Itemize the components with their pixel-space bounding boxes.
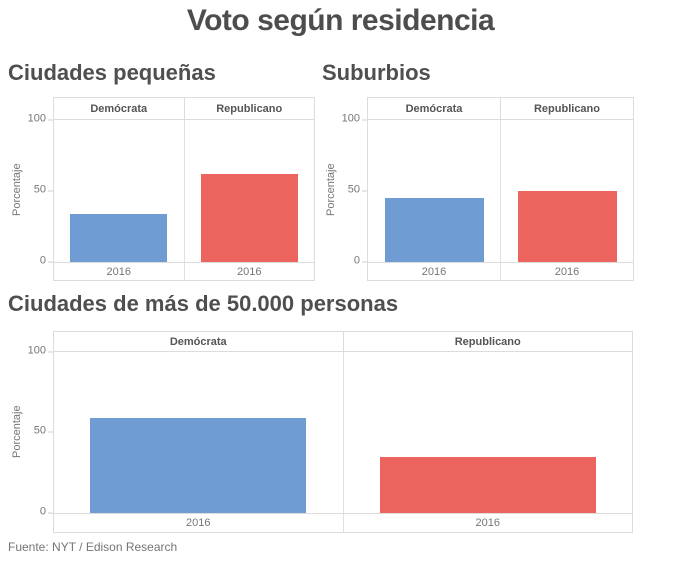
y-tick-100: 100 xyxy=(27,112,54,125)
y-axis-label: Porcentaje xyxy=(11,405,23,458)
y-axis-label: Porcentaje xyxy=(325,163,337,217)
x-axis-band: 2016 2016 xyxy=(368,262,633,280)
section-title-small-cities: Ciudades pequeñas xyxy=(8,60,216,85)
x-tick-democrat: 2016 xyxy=(106,265,131,278)
column-republican xyxy=(500,120,633,262)
column-header-democrat: Demócrata xyxy=(169,335,227,348)
bar-republican-2016[interactable] xyxy=(379,456,596,513)
section-title-big-cities: Ciudades de más de 50.000 personas xyxy=(8,291,399,316)
x-axis-band: 2016 2016 xyxy=(54,513,632,532)
page-title: Voto según residencia xyxy=(186,4,495,37)
y-tick-0: 0 xyxy=(39,505,54,518)
plot-panel: Demócrata Republicano 2016 2016 xyxy=(53,97,315,281)
x-tick-democrat: 2016 xyxy=(186,517,211,529)
column-republican xyxy=(342,352,633,513)
y-tick-50: 50 xyxy=(33,424,54,437)
section-title-suburbs: Suburbios xyxy=(322,60,431,85)
x-tick-democrat: 2016 xyxy=(421,265,447,278)
chart-small-cities: Porcentaje 100 50 0 Demócrata Republican… xyxy=(8,97,315,281)
column-headers: Demócrata Republicano xyxy=(368,98,633,120)
column-democrat xyxy=(54,352,343,513)
y-tick-100: 100 xyxy=(341,112,368,125)
x-axis-band: 2016 2016 xyxy=(54,262,314,280)
y-axis-small-cities: Porcentaje 100 50 0 xyxy=(8,97,54,281)
bar-republican-2016[interactable] xyxy=(517,191,617,262)
column-header-republican: Republicano xyxy=(342,332,633,351)
bar-democrat-2016[interactable] xyxy=(70,213,168,262)
column-header-republican: Republicano xyxy=(183,98,315,119)
y-tick-0: 0 xyxy=(353,254,368,267)
y-axis-suburbs: Porcentaje 100 50 0 xyxy=(322,97,368,281)
plot-panel: Demócrata Republicano 2016 2016 xyxy=(53,331,633,533)
source-attribution: Fuente: NYT / Edison Research xyxy=(8,540,178,554)
plot-area xyxy=(368,120,633,262)
y-tick-50: 50 xyxy=(33,183,54,196)
chart-big-cities: Porcentaje 100 50 0 Demócrata Republican… xyxy=(8,331,633,533)
plot-panel: Demócrata Republicano 2016 2016 xyxy=(367,97,634,281)
plot-area xyxy=(54,120,314,262)
y-axis-big-cities: Porcentaje 100 50 0 xyxy=(8,331,54,533)
column-header-republican: Republicano xyxy=(500,98,633,119)
x-tick-republican: 2016 xyxy=(183,263,315,280)
bar-democrat-2016[interactable] xyxy=(90,418,307,513)
x-tick-republican: 2016 xyxy=(500,263,633,280)
y-tick-50: 50 xyxy=(347,183,368,196)
bar-democrat-2016[interactable] xyxy=(384,198,484,262)
column-republican xyxy=(183,120,315,262)
column-democrat xyxy=(368,120,500,262)
column-democrat xyxy=(54,120,184,262)
column-header-democrat: Demócrata xyxy=(90,102,148,115)
column-headers: Demócrata Republicano xyxy=(54,332,632,352)
plot-area xyxy=(54,352,632,513)
x-tick-republican: 2016 xyxy=(342,514,633,532)
y-tick-100: 100 xyxy=(27,344,54,357)
y-axis-label: Porcentaje xyxy=(11,163,23,217)
y-tick-0: 0 xyxy=(39,254,54,267)
chart-suburbs: Porcentaje 100 50 0 Demócrata Republican… xyxy=(322,97,634,281)
column-headers: Demócrata Republicano xyxy=(54,98,314,120)
column-header-democrat: Demócrata xyxy=(405,102,463,115)
bar-republican-2016[interactable] xyxy=(200,173,298,262)
